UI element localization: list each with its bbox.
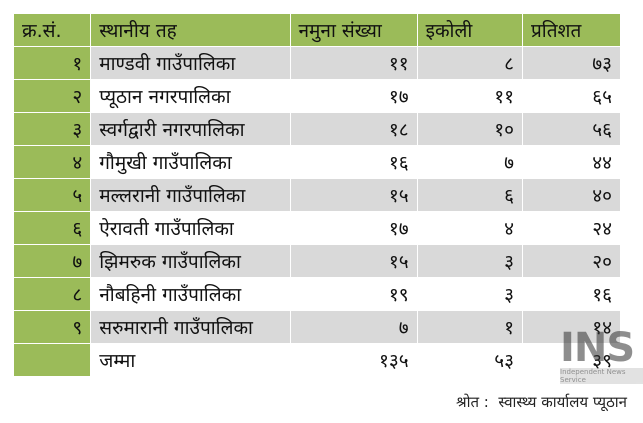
- table-row: ५ मल्लरानी गाउँपालिका १५ ६ ४०: [12, 178, 622, 212]
- serial-cell: २: [12, 79, 92, 113]
- table-row: १ माण्डवी गाउँपालिका ११ ८ ७३: [12, 46, 622, 80]
- table-cell: १४: [521, 310, 622, 344]
- table-cell: १: [416, 310, 523, 344]
- table-cell: १६: [289, 145, 418, 179]
- table-cell: मल्लरानी गाउँपालिका: [90, 178, 291, 212]
- table-cell: ४०: [521, 178, 622, 212]
- table-cell: ७: [289, 310, 418, 344]
- table-cell: ३: [416, 277, 523, 311]
- table-cell: ४४: [521, 145, 622, 179]
- total-row: जम्मा १३५ ५३ ३९: [12, 343, 622, 377]
- table-cell: १७: [289, 79, 418, 113]
- table-cell: १७: [289, 211, 418, 245]
- table-cell: ६५: [521, 79, 622, 113]
- serial-cell: ६: [12, 211, 92, 245]
- table-cell: स्वर्गद्वारी नगरपालिका: [90, 112, 291, 146]
- table-row: ४ गौमुखी गाउँपालिका १६ ७ ४४: [12, 145, 622, 179]
- table-cell: २४: [521, 211, 622, 245]
- table-row: ९ सरुमारानी गाउँपालिका ७ १ १४: [12, 310, 622, 344]
- column-header: क्र.सं.: [12, 13, 92, 47]
- table-cell: ८: [416, 46, 523, 80]
- watermark: INS Independent News Service: [560, 328, 643, 384]
- table-cell: प्यूठान नगरपालिका: [90, 79, 291, 113]
- table-cell: १०: [416, 112, 523, 146]
- total-label: जम्मा: [90, 343, 291, 377]
- serial-cell: ७: [12, 244, 92, 278]
- table-row: ८ नौबहिनी गाउँपालिका १९ ३ १६: [12, 277, 622, 311]
- serial-cell: ५: [12, 178, 92, 212]
- table-cell: ५६: [521, 112, 622, 146]
- table-row: २ प्यूठान नगरपालिका १७ ११ ६५: [12, 79, 622, 113]
- table-cell: गौमुखी गाउँपालिका: [90, 145, 291, 179]
- table-cell: ४: [416, 211, 523, 245]
- total-cell: १३५: [289, 343, 418, 377]
- serial-cell: ९: [12, 310, 92, 344]
- watermark-tagline: Independent News Service: [560, 368, 643, 384]
- column-header: नमुना संख्या: [289, 13, 418, 47]
- table-cell: सरुमारानी गाउँपालिका: [90, 310, 291, 344]
- table-row: ६ ऐरावती गाउँपालिका १७ ४ २४: [12, 211, 622, 245]
- table-cell: माण्डवी गाउँपालिका: [90, 46, 291, 80]
- column-header: स्थानीय तह: [90, 13, 291, 47]
- column-header: प्रतिशत: [521, 13, 622, 47]
- table-cell: ११: [289, 46, 418, 80]
- table-cell: ३: [416, 244, 523, 278]
- table-cell: १९: [289, 277, 418, 311]
- serial-cell: १: [12, 46, 92, 80]
- table-row: ३ स्वर्गद्वारी नगरपालिका १८ १० ५६: [12, 112, 622, 146]
- table-cell: १८: [289, 112, 418, 146]
- table-cell: नौबहिनी गाउँपालिका: [90, 277, 291, 311]
- serial-cell: ८: [12, 277, 92, 311]
- table-cell: १५: [289, 244, 418, 278]
- table-cell: १६: [521, 277, 622, 311]
- table-cell: १५: [289, 178, 418, 212]
- serial-cell: [12, 343, 92, 377]
- serial-cell: ४: [12, 145, 92, 179]
- column-header: इकोली: [416, 13, 523, 47]
- table-cell: ७३: [521, 46, 622, 80]
- table-row: ७ झिमरुक गाउँपालिका १५ ३ २०: [12, 244, 622, 278]
- data-table: क्र.सं. स्थानीय तह नमुना संख्या इकोली प्रतिश…: [12, 13, 622, 377]
- table-cell: ७: [416, 145, 523, 179]
- watermark-logo: INS: [560, 325, 635, 371]
- header-row: क्र.सं. स्थानीय तह नमुना संख्या इकोली प्रतिश…: [12, 13, 622, 47]
- total-cell: ५३: [416, 343, 523, 377]
- source-note: श्रोत : स्वास्थ्य कार्यालय प्यूठान: [455, 393, 627, 411]
- table-cell: २०: [521, 244, 622, 278]
- table-cell: ६: [416, 178, 523, 212]
- serial-cell: ३: [12, 112, 92, 146]
- table-cell: ११: [416, 79, 523, 113]
- table-cell: झिमरुक गाउँपालिका: [90, 244, 291, 278]
- table-cell: ऐरावती गाउँपालिका: [90, 211, 291, 245]
